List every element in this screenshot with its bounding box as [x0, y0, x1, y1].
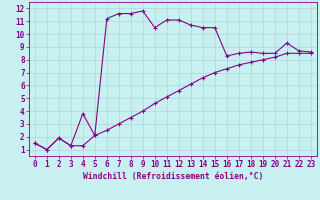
X-axis label: Windchill (Refroidissement éolien,°C): Windchill (Refroidissement éolien,°C) — [83, 172, 263, 181]
